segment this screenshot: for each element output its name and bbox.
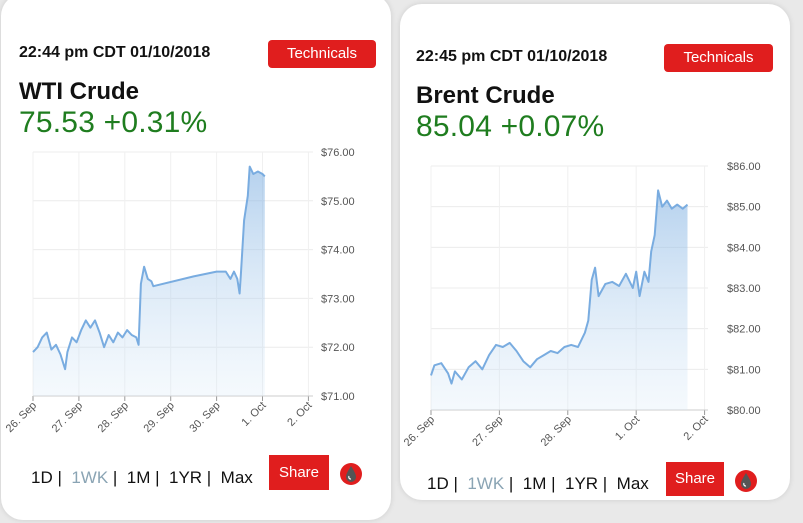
x-tick-label: 27. Sep [470,414,505,446]
price-change: 85.04 +0.07% [416,110,605,143]
y-tick-label: $81.00 [727,364,761,376]
x-tick-label: 26. Sep [402,414,437,446]
range-1yr[interactable]: 1YR [168,468,203,487]
x-tick-label: 2. Oct [285,400,314,429]
range-separator: | [598,474,617,493]
x-tick-label: 26. Sep [4,400,39,435]
range-separator: | [108,468,127,487]
timestamp: 22:45 pm CDT 01/10/2018 [416,48,608,65]
range-1m[interactable]: 1M [126,468,151,487]
technicals-button[interactable]: Technicals [664,44,773,72]
x-tick-label: 2. Oct [681,414,710,443]
y-tick-label: $84.00 [727,242,761,254]
wti-card: 22:44 pm CDT 01/10/2018 Technicals WTI C… [1,0,391,520]
range-separator: | [546,474,565,493]
x-tick-label: 29. Sep [142,400,177,435]
series-line [430,189,689,385]
x-tick-label: 27. Sep [50,400,85,435]
range-separator: | [52,468,72,487]
x-tick-label: 28. Sep [96,400,131,435]
technicals-button[interactable]: Technicals [268,40,376,68]
x-tick-label: 28. Sep [539,414,574,446]
range-1d[interactable]: 1D [31,468,53,487]
y-tick-label: $83.00 [727,283,761,295]
brent-card: 22:45 pm CDT 01/10/2018 Technicals Brent… [400,4,790,500]
range-max[interactable]: Max [220,468,253,487]
y-tick-label: $73.00 [321,293,355,305]
y-tick-label: $76.00 [321,147,355,159]
range-selector: 1D | 1WK | 1M | 1YR | Max [427,474,649,494]
x-tick-label: 1. Oct [239,400,268,429]
y-tick-label: $86.00 [727,161,761,173]
series-area [431,190,688,410]
range-separator: | [202,468,221,487]
price-chart: $80.00 $81.00 $82.00 $83.00 $84.00 $85.00 $86.… [402,161,761,446]
range-1wk[interactable]: 1WK [71,468,109,487]
share-button[interactable]: Share [269,455,329,490]
range-1yr[interactable]: 1YR [564,474,599,493]
y-tick-label: $71.00 [321,391,355,403]
drop-logo-icon [340,463,362,485]
y-tick-label: $74.00 [321,245,355,257]
range-selector: 1D | 1WK | 1M | 1YR | Max [31,468,253,488]
commodity-name: Brent Crude [416,82,555,109]
price-chart: $71.00 $72.00 $73.00 $74.00 $75.00 $76.00 26. … [4,147,355,435]
range-separator: | [150,468,169,487]
commodity-name: WTI Crude [19,78,139,105]
y-tick-label: $75.00 [321,196,355,208]
series-line [32,165,266,371]
range-max[interactable]: Max [616,474,649,493]
x-tick-label: 1. Oct [613,414,642,443]
range-1wk[interactable]: 1WK [467,474,505,493]
range-separator: | [504,474,523,493]
x-tick-label: 30. Sep [187,400,222,435]
range-separator: | [448,474,468,493]
drop-logo-icon [735,470,757,492]
range-1d[interactable]: 1D [427,474,449,493]
y-tick-label: $80.00 [727,405,761,417]
price-change: 75.53 +0.31% [19,106,208,139]
timestamp: 22:44 pm CDT 01/10/2018 [19,44,211,61]
y-tick-label: $85.00 [727,202,761,214]
range-1m[interactable]: 1M [522,474,547,493]
share-button[interactable]: Share [666,462,724,496]
y-tick-label: $82.00 [727,324,761,336]
series-area [33,166,265,396]
y-tick-label: $72.00 [321,342,355,354]
